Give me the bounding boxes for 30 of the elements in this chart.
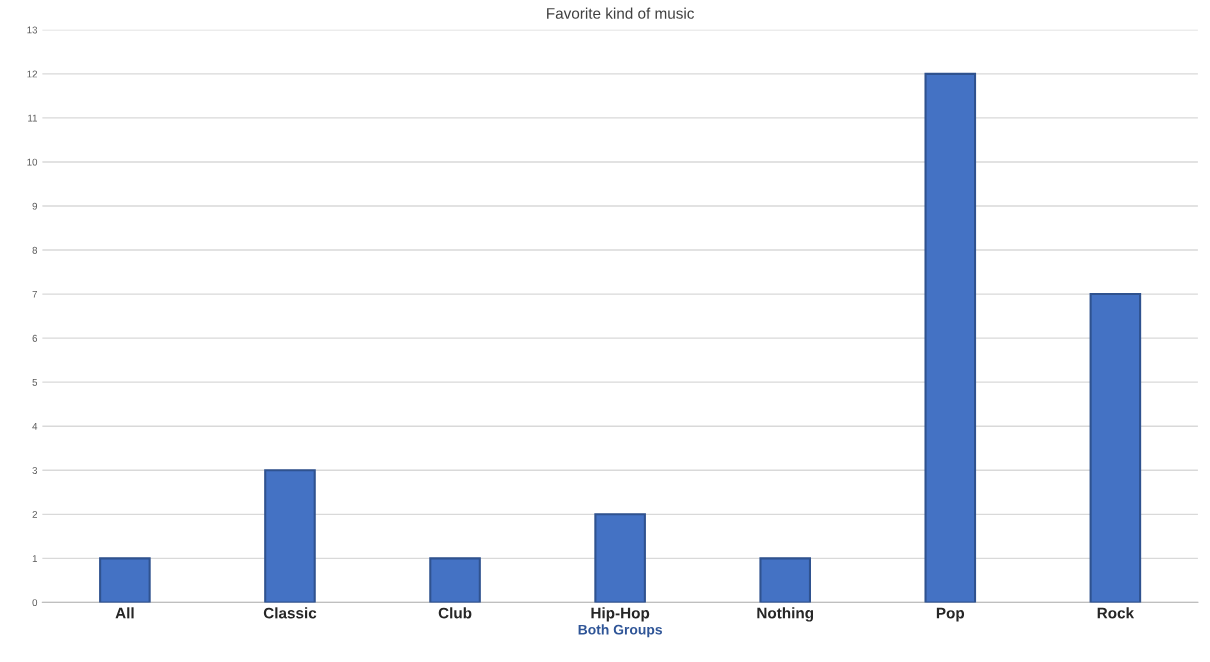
x-tick-label: Club: [438, 607, 472, 619]
bar: [594, 513, 646, 603]
y-tick-label: 7: [32, 290, 37, 298]
chart-title: Favorite kind of music: [547, 7, 695, 19]
bar: [1089, 293, 1142, 603]
bar: [924, 72, 977, 603]
y-tick-label: 0: [32, 599, 38, 607]
bar: [264, 469, 316, 603]
x-tick-label: All: [115, 607, 134, 619]
x-tick-label: Nothing: [757, 607, 814, 622]
x-tick-label: Pop: [936, 607, 965, 622]
y-tick-label: 1: [32, 555, 38, 562]
y-tick-label: 9: [32, 202, 38, 210]
y-tick-label: 5: [32, 379, 38, 386]
y-tick-label: 3: [32, 467, 38, 474]
y-tick-label: 6: [32, 334, 38, 342]
y-tick-label: 8: [32, 246, 38, 254]
y-tick-label: 12: [27, 70, 37, 78]
x-tick-label: Rock: [1097, 607, 1135, 619]
bar: [99, 557, 151, 603]
bar: [759, 557, 812, 603]
y-tick-label: 4: [32, 423, 38, 430]
y-tick-label: 13: [27, 26, 38, 34]
x-tick-label: Classic: [263, 607, 317, 619]
x-tick-label: Hip-Hop: [591, 607, 650, 622]
y-tick-label: 11: [28, 114, 38, 122]
x-axis-title: Both Groups: [578, 624, 662, 638]
bar: [429, 557, 481, 603]
y-tick-label: 2: [32, 511, 37, 518]
y-tick-label: 10: [27, 158, 38, 166]
